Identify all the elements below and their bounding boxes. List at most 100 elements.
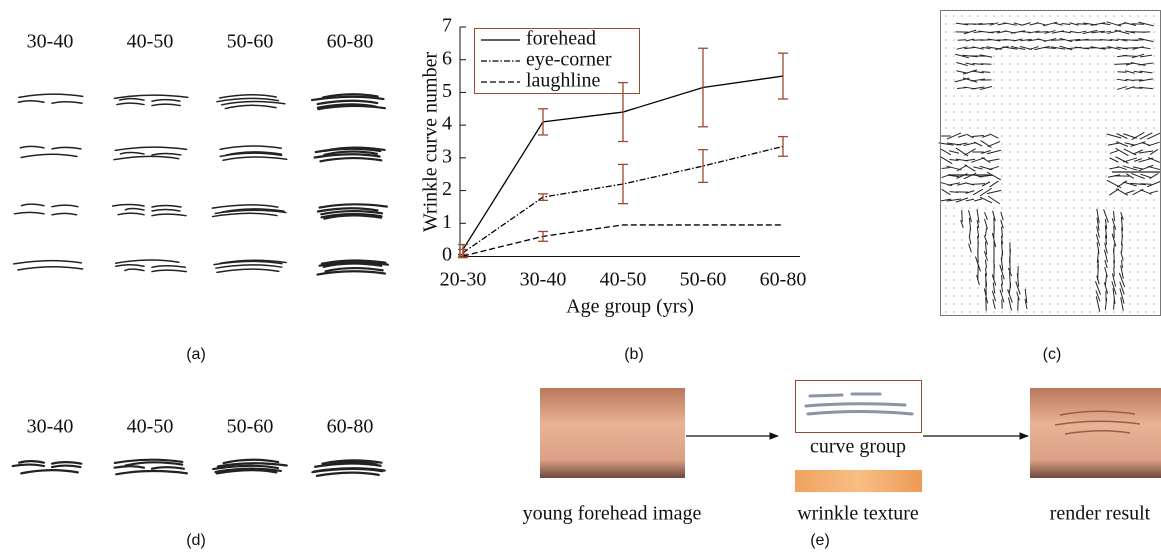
grid-dot [1049,103,1051,105]
grid-dot [1073,151,1075,153]
age-group-label: 40-50 [127,416,174,438]
grid-dot [1041,95,1043,97]
vector [1103,209,1109,223]
grid-dot [1049,143,1051,145]
grid-dot [1137,287,1139,289]
vector [1146,132,1161,140]
grid-dot [1049,183,1051,185]
grid-dot [1145,95,1147,97]
grid-dot [969,207,971,209]
grid-dot [1033,87,1035,89]
vector [986,149,1002,155]
grid-dot [1073,207,1075,209]
grid-dot [953,295,955,297]
grid-dot [1065,303,1067,305]
grid-dot [961,271,963,273]
vector [1109,150,1119,154]
grid-dot [1033,15,1035,17]
vector [1013,38,1023,42]
vector [1130,182,1146,186]
vector [1139,132,1153,140]
grid-dot [1105,191,1107,193]
age-group-label: 30-40 [27,31,74,53]
vector [1111,273,1117,287]
vector [1101,22,1111,26]
vector [992,210,996,222]
grid-dot [1089,303,1091,305]
grid-dot [1089,207,1091,209]
vector [1139,54,1153,58]
grid-dot [1025,207,1027,209]
grid-dot [1057,271,1059,273]
vector [974,256,982,272]
vector [1044,47,1056,49]
y-axis-label: Wrinkle curve number [420,52,442,233]
vector [1122,55,1138,57]
grid-dot [1057,111,1059,113]
grid-dot [1057,103,1059,105]
grid-dot [1153,231,1155,233]
vector [1106,21,1122,27]
grid-dot [1145,111,1147,113]
vector [981,71,991,73]
vector [1013,22,1023,26]
grid-dot [1033,295,1035,297]
grid-dot [1129,15,1131,17]
grid-dot [985,207,987,209]
grid-dot [1073,159,1075,161]
vector [1111,281,1117,295]
vector [1000,274,1004,286]
x-tick-label: 20-30 [440,269,487,291]
vector [1060,30,1072,34]
vector [1117,71,1127,73]
wrinkle-sketch [220,100,286,106]
grid-dot [1081,135,1083,137]
grid-dot [1057,207,1059,209]
grid-dot [1081,103,1083,105]
grid-dot [1033,207,1035,209]
grid-dot [1033,223,1035,225]
grid-dot [1049,311,1051,313]
grid-dot [1137,247,1139,249]
grid-dot [1049,79,1051,81]
grid-dot [1065,287,1067,289]
grid-dot [1033,135,1035,137]
grid-dot [945,15,947,17]
vector [1111,218,1117,230]
grid-dot [1073,303,1075,305]
grid-dot [1025,143,1027,145]
vector [984,227,988,237]
grid-dot [1137,263,1139,265]
grid-dot [1137,95,1139,97]
grid-dot [1009,167,1011,169]
grid-dot [1033,279,1035,281]
grid-dot [953,47,955,49]
wrinkle-sketch [124,207,181,212]
grid-dot [1137,311,1139,313]
grid-dot [953,119,955,121]
grid-dot [1073,271,1075,273]
vector [985,297,987,311]
grid-dot [1121,119,1123,121]
grid-dot [945,55,947,57]
vector [1116,133,1128,139]
vector [1122,157,1138,163]
vector [981,157,991,163]
grid-dot [1033,303,1035,305]
grid-dot [1105,135,1107,137]
vector [1124,30,1136,34]
vector [1113,225,1115,239]
grid-dot [1057,247,1059,249]
vector [1125,70,1135,74]
grid-dot [1065,127,1067,129]
grid-dot [1041,143,1043,145]
x-tick-label: 50-60 [680,269,727,291]
grid-dot [1057,79,1059,81]
grid-dot [1097,71,1099,73]
vector [940,198,952,202]
vector [978,22,994,26]
vector [1024,288,1028,304]
vector [1126,173,1134,179]
vector [1111,233,1117,247]
